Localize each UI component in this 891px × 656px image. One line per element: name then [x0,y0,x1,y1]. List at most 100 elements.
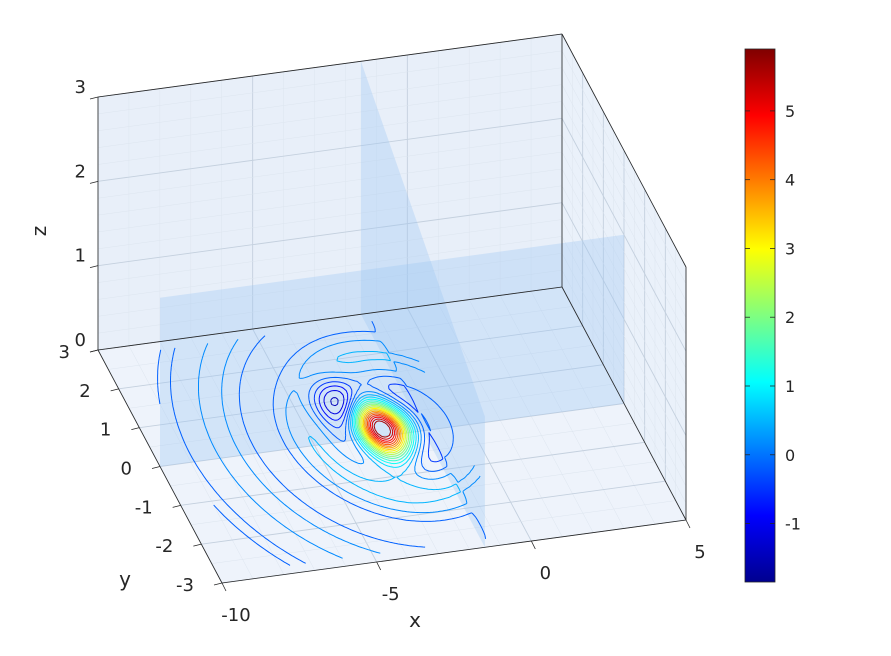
axes-edge [97,286,563,351]
grid-line [561,101,687,335]
colorbar-tick-label: 5 [785,102,795,121]
slice-plane-1 [360,61,485,548]
y-tick-label: 3 [59,342,70,363]
z-tick [89,96,99,100]
grid-line [561,270,687,504]
grid-line [97,168,563,233]
grid-line [561,185,687,419]
contour-line [373,420,391,438]
axes-edge [97,33,563,98]
z-tick-label: 1 [75,246,86,267]
colorbar-tick-label: 2 [785,308,795,327]
z-tick [89,180,99,184]
axes-edge [221,519,687,584]
grid-line [97,151,563,216]
y-tick [131,427,140,431]
x-tick-label: 0 [540,563,551,584]
grid-line [97,101,563,165]
colorbar-tick-label: -1 [785,515,801,534]
contour-line [357,403,410,457]
contour-line [368,415,397,444]
colorbar-tick-label: 4 [785,171,795,190]
contour-line [366,413,399,446]
grid-line [170,422,635,487]
grid-line [561,202,687,436]
grid-line [561,118,687,352]
contour-line [359,405,408,455]
x-tick-label: -5 [382,584,400,605]
contour-line [313,381,444,463]
grid-line [128,345,594,409]
contour-line [371,418,394,440]
colorbar-gradient [744,48,776,583]
z-tick [89,265,99,269]
grid-line [211,500,676,564]
x-tick [685,519,691,529]
colorbar-tick-label: 1 [785,377,795,396]
axes-edge [561,33,687,268]
x-tick [221,582,227,592]
colorbar: -1 0 1 2 3 4 5 [744,48,801,583]
y-tick [110,388,119,392]
grid-line [118,325,583,390]
z-tick-label: 2 [75,161,86,182]
grid-line [97,236,563,300]
grid-line [561,236,687,470]
y-tick-label: 0 [121,459,132,480]
x-tick-label: 5 [694,542,705,563]
grid-line [561,219,687,453]
contour-lines [157,320,487,566]
grid-line [97,67,563,131]
x-tick [376,561,382,571]
contour-line [318,385,349,421]
grid-line [561,135,687,369]
contour-line [364,410,402,449]
y-tick [151,466,161,469]
grid-line [97,219,563,283]
grid-line [97,117,563,182]
colorbar-tick-label: 3 [785,239,795,258]
y-tick-label: -3 [176,575,194,596]
contour-line [361,407,405,452]
contour-line [354,400,413,462]
grid-line [97,253,563,317]
grid-line [108,306,573,370]
x-tick-label: -10 [221,605,250,626]
back-wall-pane [98,34,562,350]
grid-line [97,185,563,250]
y-axis-label: y [119,567,131,591]
colorbar-tick-label: 0 [785,446,795,465]
slice-plane-2 [160,234,624,467]
y-tick [213,582,223,586]
contour-line [362,409,403,450]
grid-line [97,84,563,148]
grid-line [97,269,563,334]
contour-line [198,338,481,559]
contour-line [157,320,487,566]
grid-line [561,84,687,318]
contour-line [353,398,415,465]
contour-line [360,406,406,454]
z-tick [89,349,99,353]
grid-line [97,50,563,115]
grid-line [139,364,604,429]
z-tick-label: 0 [75,330,86,351]
contour-line [365,412,400,447]
z-axis-label: z [27,226,51,237]
contour-line [370,416,395,442]
y-tick-label: -1 [135,497,153,518]
axes-box [97,33,687,584]
contour-line [356,402,411,459]
contour-line [330,397,339,407]
y-tick-label: 2 [79,381,90,402]
contour-line [323,390,345,415]
grid-line [201,480,666,545]
grid-line [561,50,687,284]
z-tick-label: 3 [75,77,86,98]
x-tick [530,540,536,550]
grid-line [97,202,563,267]
axes-edge [561,286,687,521]
slice-planes [160,61,624,548]
